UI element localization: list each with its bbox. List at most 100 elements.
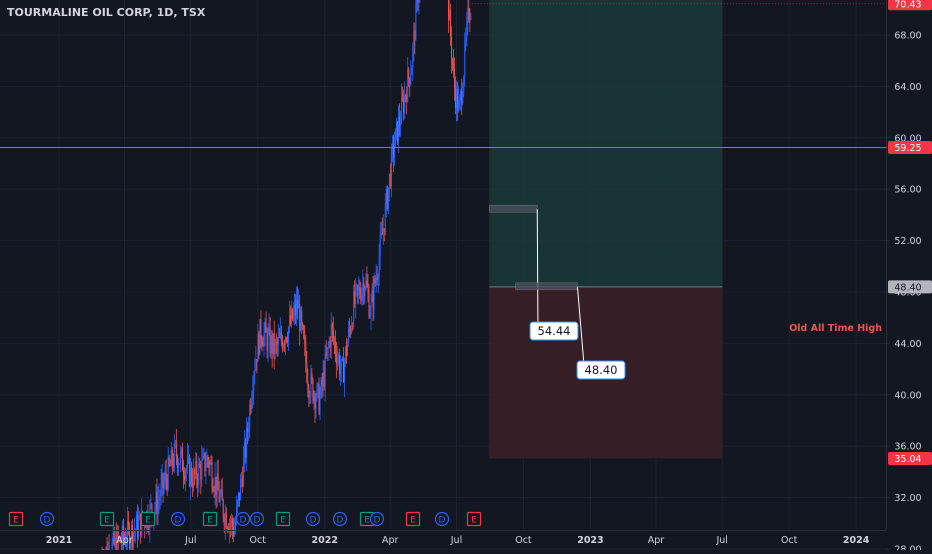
candle-body xyxy=(155,492,157,508)
candle-body xyxy=(368,292,370,318)
earnings-marker-icon: E xyxy=(99,511,115,527)
current-price-tag-label: 70.43 xyxy=(894,0,921,10)
candle-body xyxy=(331,324,333,329)
dividend-marker-icon: D xyxy=(235,511,251,527)
candle-body xyxy=(266,332,268,351)
dividend-marker-shape xyxy=(249,511,265,527)
candle-body xyxy=(249,404,251,429)
candle-body xyxy=(211,463,213,488)
candle-body xyxy=(284,337,286,345)
target-zone[interactable] xyxy=(489,0,723,287)
candle-body xyxy=(283,344,285,345)
candle-body xyxy=(385,189,387,204)
candle-body xyxy=(202,454,204,460)
candle-body xyxy=(346,347,348,356)
time-tick-label: Jul xyxy=(184,535,196,546)
price-tick-label: 32.00 xyxy=(894,493,921,504)
callout-box[interactable] xyxy=(576,360,626,380)
time-tick-label: 2021 xyxy=(46,535,72,546)
dividend-marker-icon: D xyxy=(39,511,55,527)
risk-reward-zones[interactable] xyxy=(489,0,723,459)
candle-body xyxy=(321,379,323,386)
candle-body xyxy=(447,0,449,21)
candle-body xyxy=(305,343,307,363)
candle-body xyxy=(293,311,295,320)
candle-body xyxy=(348,328,350,344)
candle-body xyxy=(253,374,255,391)
price-axis[interactable]: 28.0032.0036.0040.0044.0048.0052.0056.00… xyxy=(886,0,932,554)
candle-body xyxy=(166,479,168,489)
candle-body xyxy=(375,277,377,284)
candle-body xyxy=(334,341,336,354)
candle-body xyxy=(145,526,147,528)
event-marker-label: D xyxy=(254,516,261,526)
price-callouts[interactable]: 54.44 48.40 xyxy=(488,204,626,380)
candle-body xyxy=(162,473,164,489)
callout-box[interactable] xyxy=(529,321,579,341)
candle-body xyxy=(311,373,313,380)
earnings-marker-icon: E xyxy=(140,511,156,527)
candle-body xyxy=(164,472,166,482)
candle-body xyxy=(261,339,263,345)
candle-body xyxy=(351,325,353,333)
candle-body xyxy=(459,99,461,101)
candle-body xyxy=(168,457,170,465)
candle-body xyxy=(216,473,218,496)
candle-body xyxy=(376,277,378,280)
candle-body xyxy=(182,471,184,476)
candle-body xyxy=(330,324,332,348)
current-price-tag xyxy=(888,0,932,11)
earnings-marker-shape xyxy=(202,511,218,527)
candle-body xyxy=(113,531,115,545)
candle-body xyxy=(402,97,404,99)
candle-body xyxy=(299,304,301,331)
candle-body xyxy=(466,20,468,38)
candle-body xyxy=(418,0,420,4)
entry-price-tag xyxy=(888,280,932,294)
stop-price-tag xyxy=(888,452,932,466)
candle-body xyxy=(381,233,383,235)
candle-body xyxy=(226,527,228,529)
candle-body xyxy=(292,308,294,320)
candle-body xyxy=(243,457,245,487)
event-marker-label: E xyxy=(364,516,370,526)
candle-body xyxy=(355,285,357,304)
candle-body xyxy=(132,524,134,547)
ath-price-tag xyxy=(888,140,932,154)
candle-body xyxy=(324,354,326,387)
candle-body xyxy=(357,285,359,291)
candle-body xyxy=(252,390,254,399)
candle-body xyxy=(213,490,215,492)
candle-body xyxy=(356,285,358,286)
candle-body xyxy=(159,497,161,499)
candle-body xyxy=(138,520,140,537)
candle-body xyxy=(124,539,126,546)
candle-body xyxy=(467,7,469,21)
candle-body xyxy=(414,30,416,41)
callout-label: 48.40 xyxy=(585,363,618,377)
candle-body xyxy=(176,456,178,469)
candle-body xyxy=(114,536,116,545)
price-tick-label: 52.00 xyxy=(894,236,921,247)
candle-body xyxy=(298,304,300,309)
event-marker-label: E xyxy=(207,516,213,526)
candle-body xyxy=(257,333,259,362)
time-axis[interactable]: 2021 Apr Jul Oct 2022 Apr Jul Oct 2023 Apr Jul Oct 2… xyxy=(0,530,886,547)
candle-body xyxy=(116,531,118,554)
candle-body xyxy=(308,387,310,398)
candle-body xyxy=(219,495,221,502)
candle-body xyxy=(151,504,153,514)
candle-body xyxy=(398,116,400,143)
candle-body xyxy=(343,359,345,383)
candle-body xyxy=(386,189,388,209)
candle-body xyxy=(403,98,405,113)
price-tick-label: 68.00 xyxy=(894,31,921,42)
time-tick-label: Jul xyxy=(715,535,727,546)
candle-body xyxy=(209,462,211,468)
earnings-marker-shape xyxy=(275,511,291,527)
candle-body xyxy=(240,478,242,500)
candle-body xyxy=(396,121,398,129)
candle-body xyxy=(136,515,138,530)
candle-body xyxy=(208,460,210,468)
